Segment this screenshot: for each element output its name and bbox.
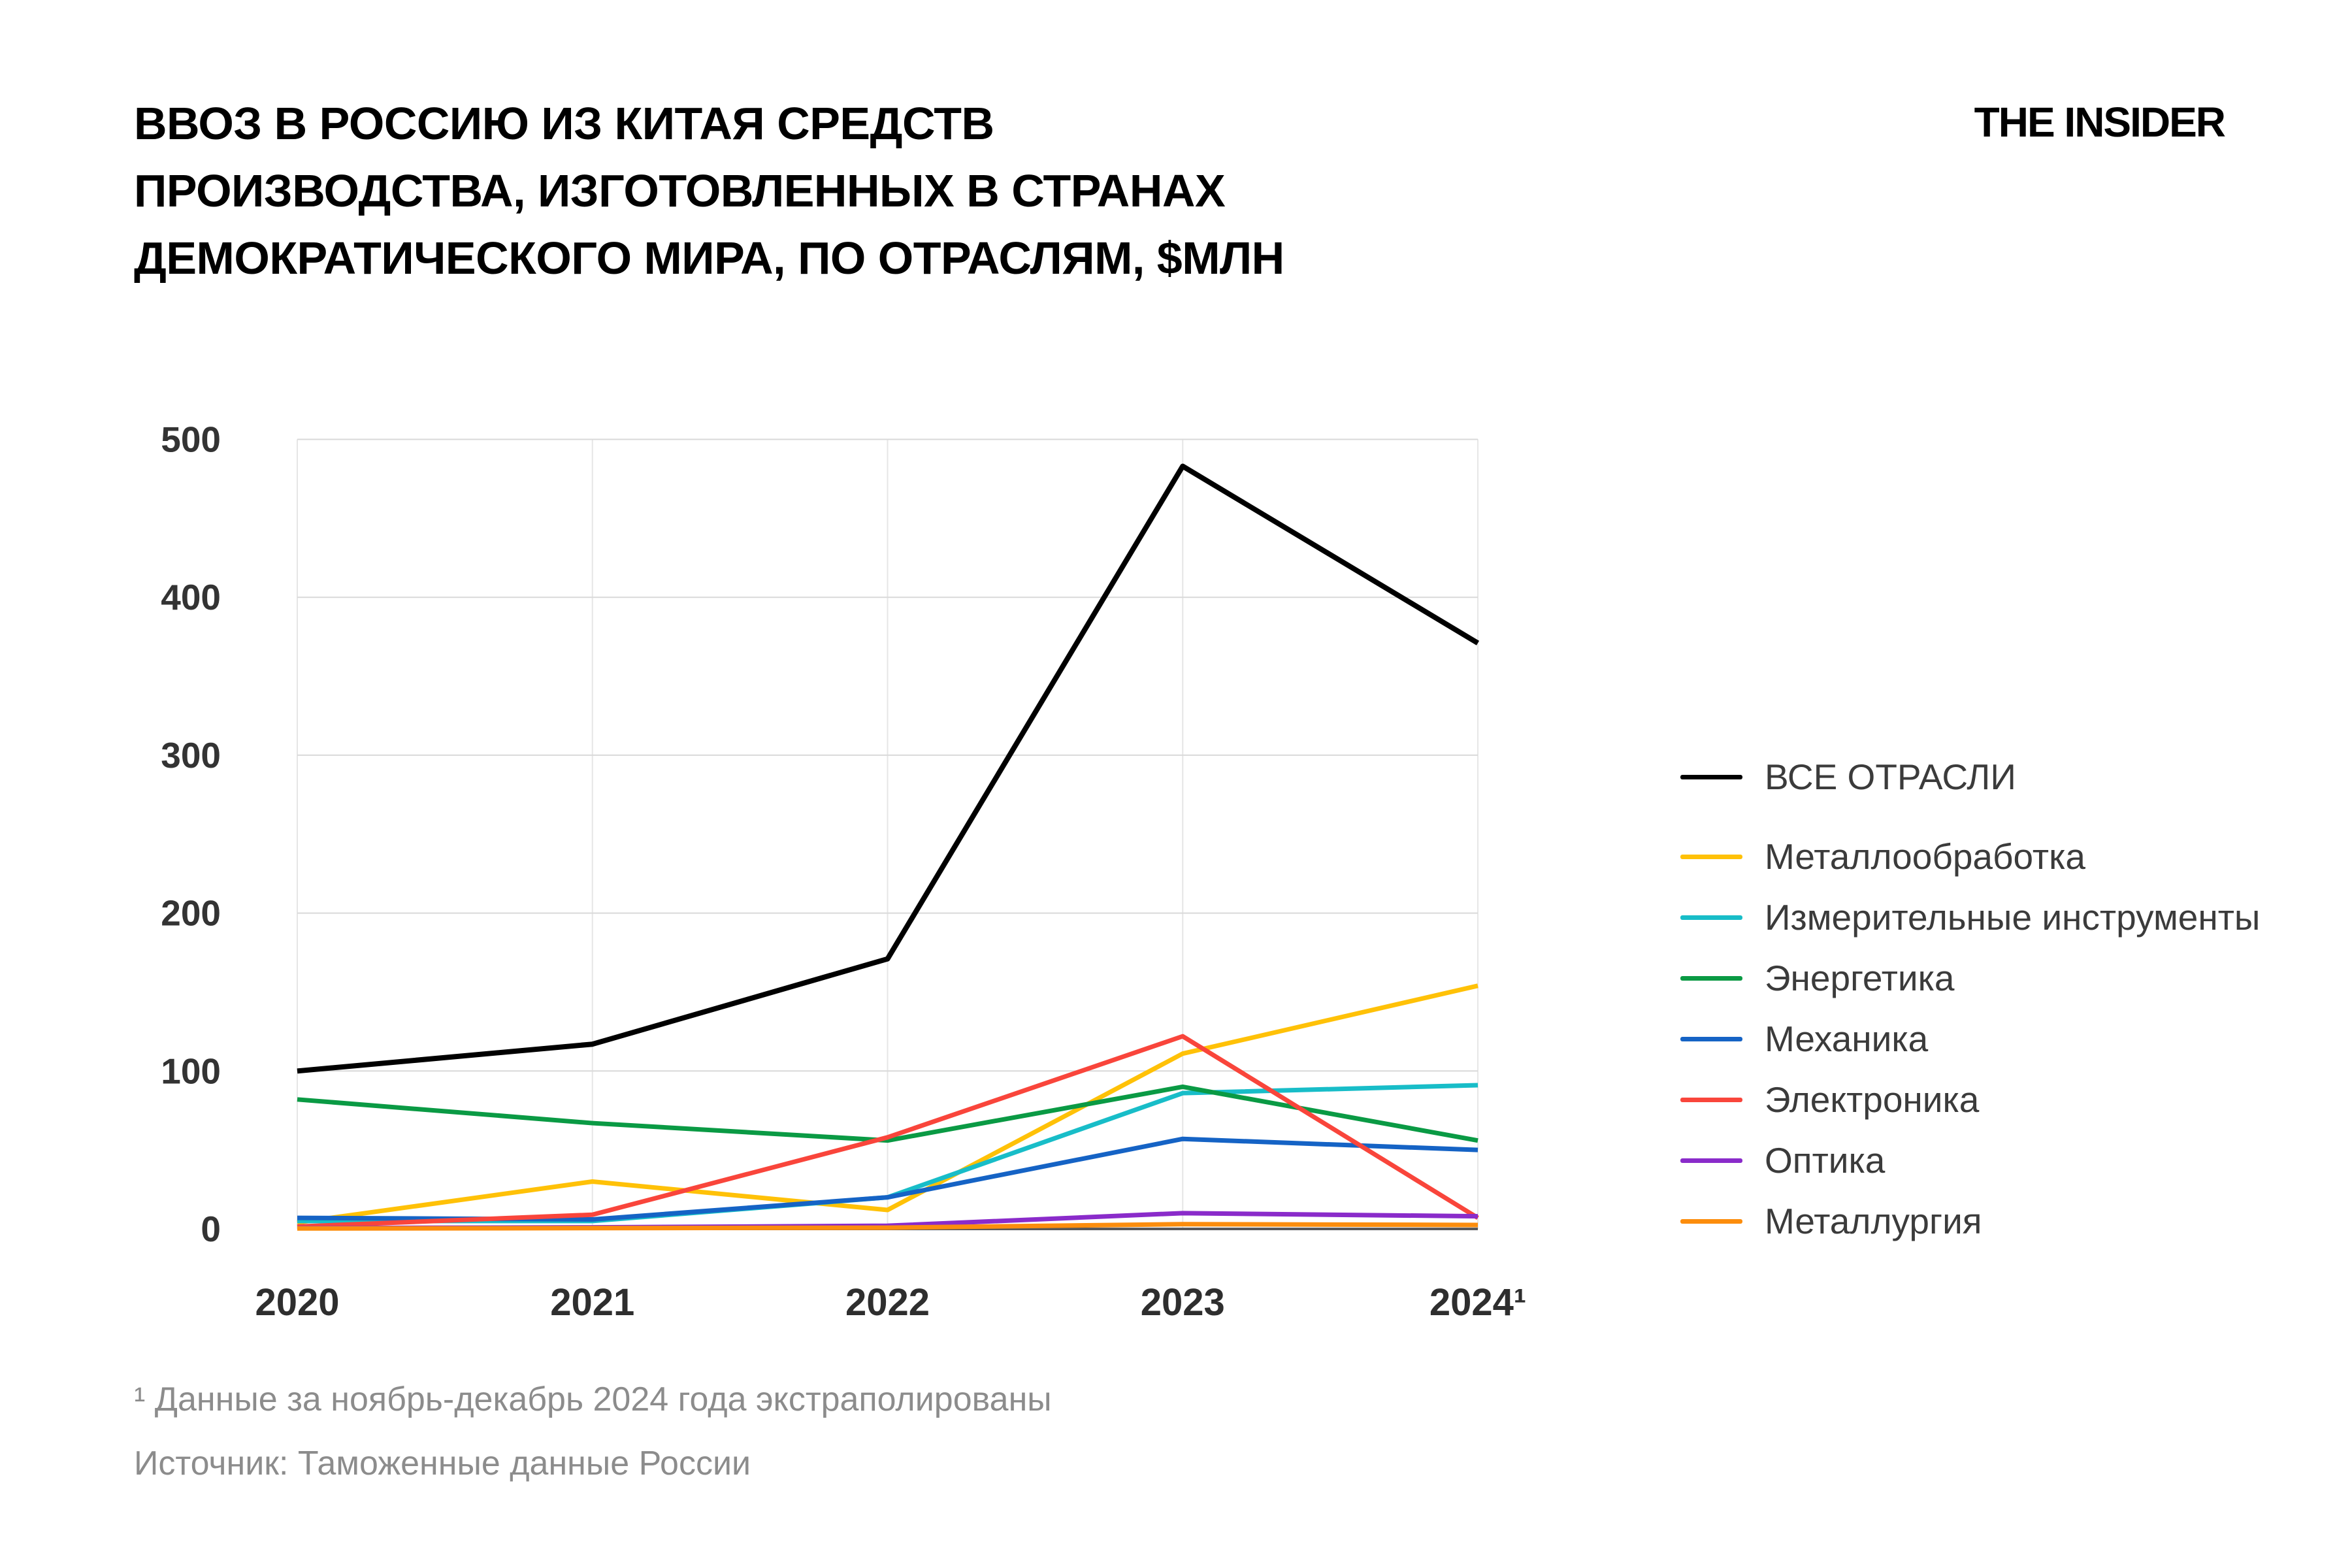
x-tick-label: 2022 [845,1281,930,1324]
series-line-all-industries [297,463,1480,1074]
y-tick-label: 0 [201,1209,221,1249]
y-tick-label: 500 [161,419,221,460]
y-tick-label: 400 [161,577,221,617]
legend-swatch-electronics [1680,1097,1742,1102]
legend: ВСЕ ОТРАСЛИ Металлообработка Измерительные… [1680,757,2261,1263]
y-tick-label: 300 [161,735,221,776]
series-line-electronics [297,1034,1479,1229]
legend-label-measuring-instruments: Измерительные инструменты [1765,897,2261,938]
legend-swatch-all-industries [1680,774,1742,779]
legend-label-optics: Оптика [1765,1140,1886,1181]
footnote-extrapolation: ¹ Данные за ноябрь-декабрь 2024 года экс… [134,1380,1052,1418]
legend-item-metalworking: Металлообработка [1680,836,2260,877]
legend-swatch-energy [1680,975,1742,981]
y-tick-label: 200 [161,893,221,934]
the-insider-logo: THE INSIDER [1974,99,2226,146]
legend-item-all-industries: ВСЕ ОТРАСЛИ [1680,757,2260,797]
legend-swatch-metalworking [1680,854,1742,859]
series-line-energy [297,1084,1478,1143]
legend-item-mechanics: Механика [1680,1019,2260,1059]
x-tick-label: 2023 [1141,1281,1225,1324]
legend-label-metallurgy: Металлургия [1765,1201,1982,1241]
page-title: ВВОЗ В РОССИЮ ИЗ КИТАЯ СРЕДСТВ ПРОИЗВОДС… [134,98,1284,284]
legend-swatch-metallurgy [1680,1218,1742,1224]
legend-item-energy: Энергетика [1680,958,2260,998]
legend-item-measuring-instruments: Измерительные инструменты [1680,897,2261,938]
legend-item-metallurgy: Металлургия [1680,1201,2260,1241]
legend-label-all-industries: ВСЕ ОТРАСЛИ [1765,757,2016,797]
legend-item-electronics: Электроника [1680,1079,2260,1120]
legend-swatch-measuring-instruments [1680,915,1742,920]
legend-swatch-mechanics [1680,1036,1742,1041]
legend-label-mechanics: Механика [1765,1019,1929,1059]
legend-label-energy: Энергетика [1765,958,1955,998]
footnote-source: Источник: Таможенные данные России [134,1445,751,1482]
x-tick-label: 2024¹ [1429,1281,1526,1324]
legend-label-metalworking: Металлообработка [1765,836,2085,877]
legend-swatch-optics [1680,1158,1742,1163]
y-tick-label: 100 [161,1051,221,1091]
x-tick-label: 2021 [550,1281,634,1324]
legend-item-optics: Оптика [1680,1140,2260,1181]
series-line-metalworking [297,983,1478,1225]
series-line-metallurgy [297,1222,1478,1231]
x-tick-label: 2020 [255,1281,339,1324]
legend-label-electronics: Электроника [1765,1079,1980,1120]
